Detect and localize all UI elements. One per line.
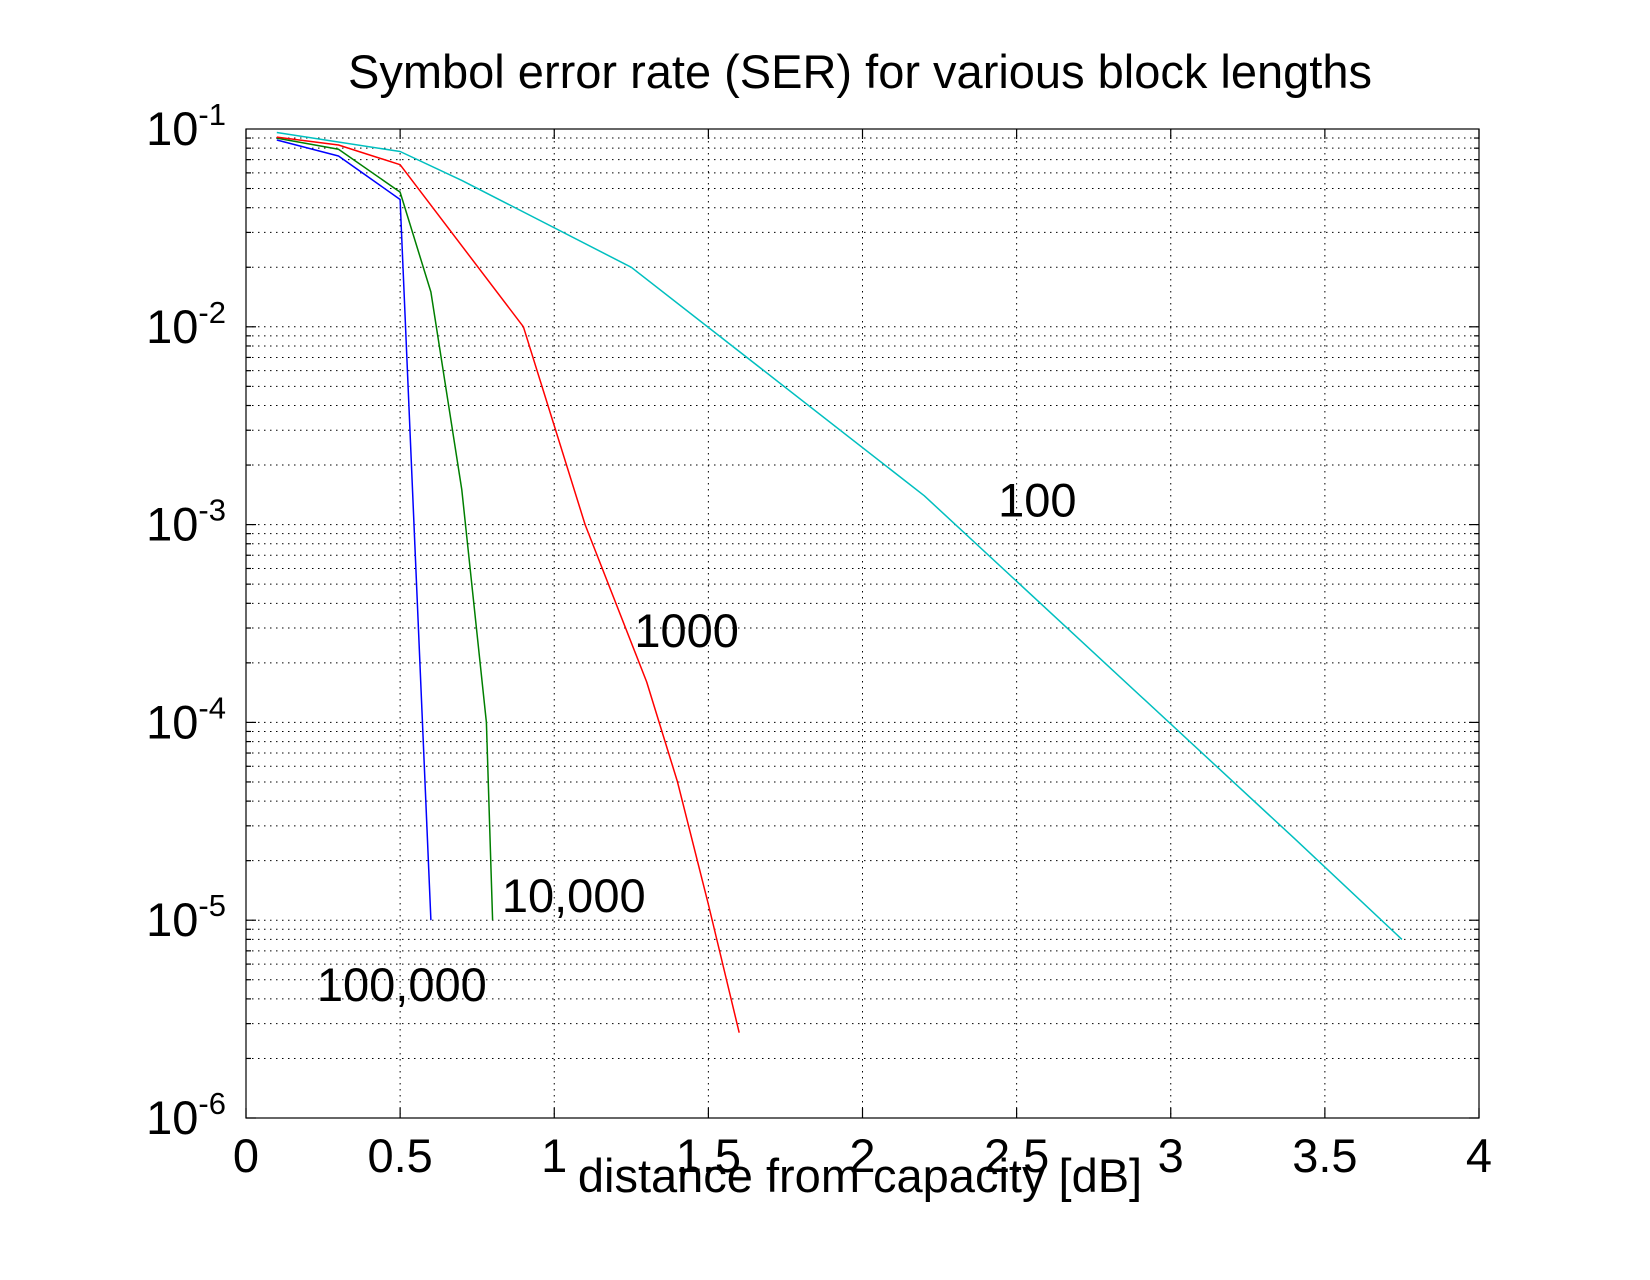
- y-tick-label: 10-4: [146, 690, 226, 748]
- annotations: 100 1000 10,000 100,000: [317, 473, 1077, 1011]
- y-tick-label: 10-3: [146, 493, 226, 551]
- x-tick-label: 1.5: [676, 1129, 741, 1182]
- y-tick-label: 10-5: [146, 888, 226, 946]
- y-tick-label: 10-6: [146, 1086, 226, 1144]
- series-annotation-label: 10,000: [502, 869, 646, 922]
- x-tick-label: 3: [1158, 1129, 1184, 1182]
- series-line-100000: [276, 139, 432, 921]
- series-line-1000: [276, 136, 740, 1033]
- series-annotation-label: 100,000: [317, 958, 487, 1011]
- x-tick-label: 1: [541, 1129, 567, 1182]
- y-tick-label: 10-2: [146, 295, 226, 353]
- y-tick-label: 10-1: [146, 97, 226, 155]
- grid: [246, 129, 1479, 1118]
- x-tick-label: 4: [1466, 1129, 1492, 1182]
- x-axis-label: distance from capacity [dB]: [578, 1149, 1142, 1202]
- x-tick-label: 3.5: [1292, 1129, 1357, 1182]
- series-annotation-label: 100: [998, 473, 1076, 526]
- series-line-100: [276, 131, 1403, 940]
- x-tick-label: 0: [233, 1129, 259, 1182]
- x-tick-label: 2.5: [984, 1129, 1049, 1182]
- x-tick-label: 2: [849, 1129, 875, 1182]
- series-annotation-label: 1000: [634, 604, 739, 657]
- series-line-10000: [276, 137, 494, 921]
- chart-title: Symbol error rate (SER) for various bloc…: [348, 45, 1372, 98]
- ticks: 0 0.5 1 1.5 2 2.5 3 3.5 4 10-1 10-2 10-3 10-4 10-5 10-…: [146, 97, 1492, 1182]
- x-tick-label: 0.5: [367, 1129, 432, 1182]
- series-group: [276, 131, 1403, 1033]
